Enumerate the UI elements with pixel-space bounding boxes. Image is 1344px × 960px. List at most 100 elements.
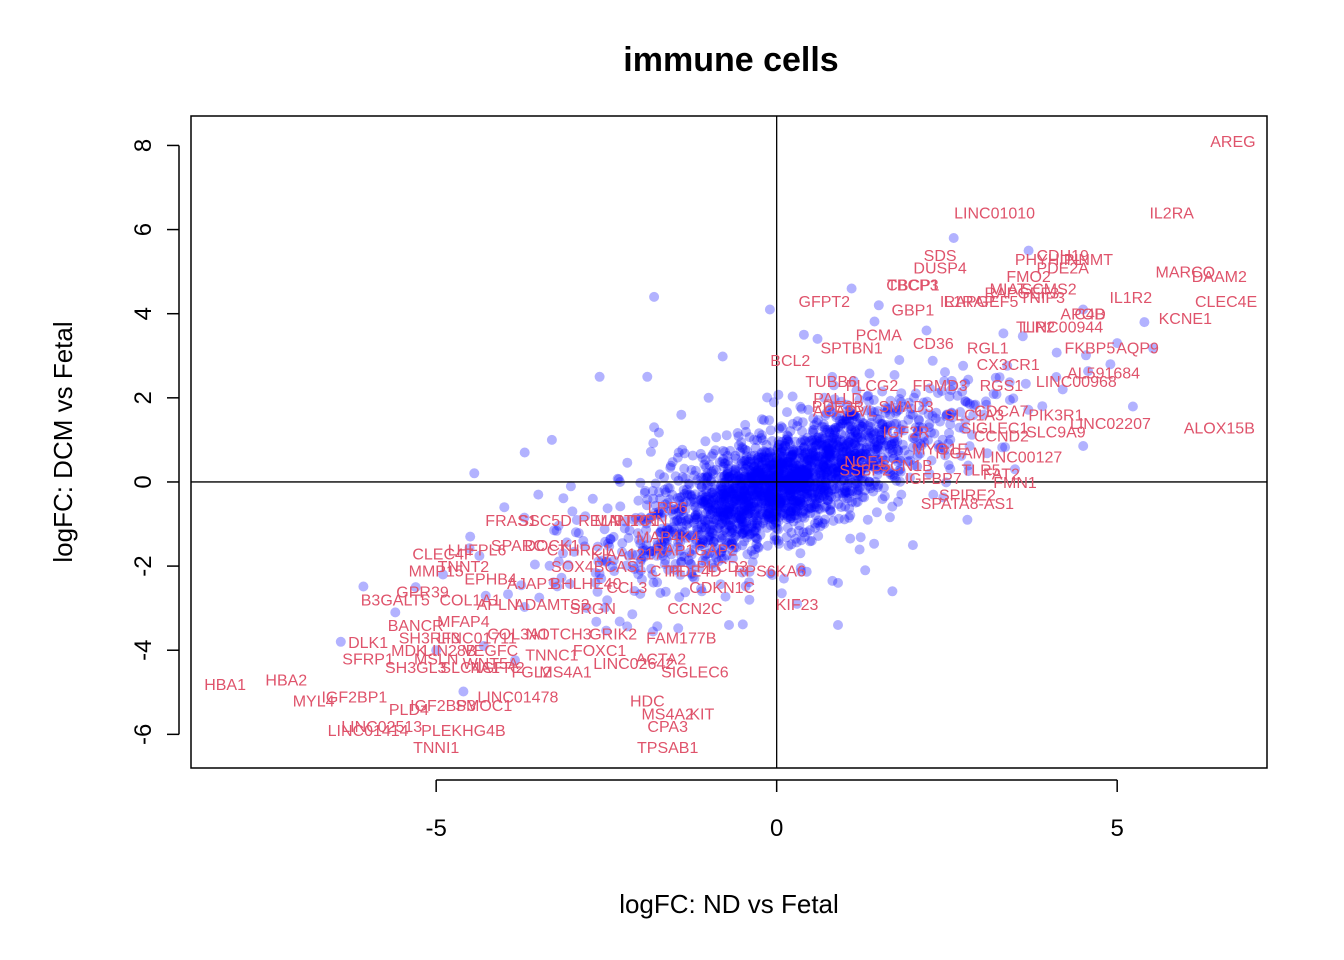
data-point: [707, 528, 718, 539]
data-point: [728, 483, 739, 494]
data-point: [877, 494, 888, 505]
gene-label: CX3CR1: [977, 357, 1040, 374]
data-point: [752, 518, 763, 529]
data-point: [907, 432, 918, 443]
data-point: [760, 447, 771, 458]
data-point: [761, 439, 772, 450]
data-point: [753, 486, 764, 497]
gene-label: TNNI1: [413, 740, 459, 757]
data-point: [766, 460, 777, 470]
data-point: [861, 405, 872, 416]
data-point: [791, 460, 802, 471]
data-point: [746, 471, 757, 482]
data-point: [711, 500, 721, 511]
data-point: [808, 442, 819, 453]
data-point: [769, 509, 780, 519]
data-point: [804, 449, 815, 460]
gene-label: SPATA8-AS1: [921, 496, 1014, 513]
data-point: [815, 521, 826, 532]
data-point: [770, 500, 781, 511]
x-axis: -5 0 5: [425, 779, 1124, 842]
data-point: [852, 429, 863, 440]
data-point: [845, 485, 856, 496]
data-point: [742, 532, 753, 543]
data-point: [679, 526, 690, 537]
gene-label: LRP6: [648, 500, 688, 517]
data-point: [809, 451, 820, 462]
data-point: [643, 514, 654, 525]
data-point: [775, 483, 786, 494]
data-point: [815, 475, 826, 486]
data-point: [838, 465, 849, 476]
data-point: [743, 505, 754, 516]
y-tick-label: -4: [130, 640, 157, 661]
data-point: [607, 561, 618, 572]
data-point: [831, 410, 842, 421]
data-point: [833, 465, 844, 476]
data-point: [727, 553, 738, 564]
data-point: [762, 509, 773, 520]
data-point: [553, 520, 564, 531]
data-point: [785, 490, 795, 501]
data-point: [699, 514, 710, 525]
data-point: [826, 444, 837, 455]
data-point: [742, 526, 753, 537]
data-point: [749, 506, 760, 516]
data-point: [762, 487, 773, 498]
data-point: [797, 473, 807, 484]
data-point: [863, 425, 874, 436]
data-point: [939, 376, 950, 387]
data-point: [875, 434, 886, 445]
gene-label: SCN1B: [879, 458, 932, 475]
data-point: [358, 581, 369, 592]
data-point: [708, 489, 719, 500]
data-point: [724, 502, 735, 513]
data-point: [833, 620, 843, 630]
data-point: [935, 442, 946, 453]
data-point: [544, 560, 555, 571]
data-point: [770, 497, 781, 508]
data-point: [761, 481, 772, 492]
gene-label: PLCG2: [846, 378, 899, 395]
gene-label: RAP1GAP2: [653, 542, 738, 559]
data-point: [636, 512, 647, 523]
data-point: [882, 404, 893, 415]
data-point: [784, 502, 795, 513]
data-point: [701, 491, 712, 502]
reference-lines: [191, 116, 1267, 768]
data-point: [797, 451, 808, 462]
data-point: [716, 553, 727, 564]
data-point: [872, 454, 882, 465]
data-point: [749, 501, 760, 512]
data-point: [840, 430, 851, 441]
data-point: [773, 389, 784, 400]
data-point: [694, 540, 705, 551]
data-point: [863, 453, 873, 464]
data-point: [711, 464, 722, 475]
data-point: [788, 444, 799, 455]
data-point: [791, 473, 801, 484]
data-point: [858, 462, 869, 473]
data-point: [882, 420, 893, 430]
data-point: [958, 360, 969, 371]
data-point: [869, 480, 879, 491]
data-point: [786, 482, 797, 493]
data-point: [926, 427, 936, 438]
data-point: [761, 463, 772, 474]
data-point: [865, 436, 876, 447]
data-point: [832, 440, 843, 451]
data-point: [959, 424, 969, 434]
data-point: [852, 428, 863, 439]
data-point: [697, 490, 708, 501]
data-point: [734, 524, 745, 535]
data-point: [675, 513, 686, 524]
data-point: [723, 471, 734, 482]
data-point: [764, 457, 775, 468]
data-point: [872, 442, 883, 453]
data-point: [776, 446, 787, 457]
data-point: [767, 453, 778, 464]
data-point: [824, 478, 835, 489]
data-point: [698, 497, 709, 508]
data-point: [935, 416, 945, 427]
data-point: [821, 468, 832, 479]
